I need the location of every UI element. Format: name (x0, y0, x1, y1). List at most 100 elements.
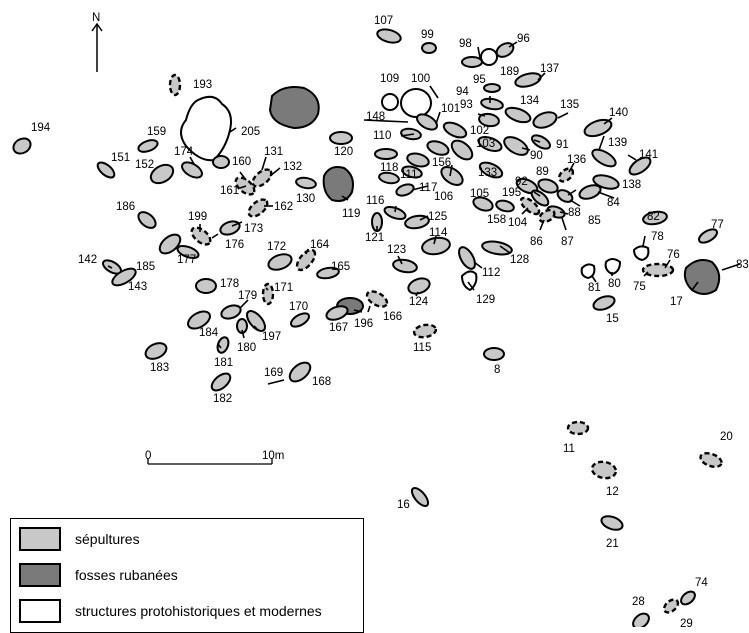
feature-label: 167 (329, 322, 348, 334)
feature-label: 159 (147, 126, 166, 138)
structure-98 (480, 48, 498, 66)
pit-large (268, 86, 320, 130)
feature-label: 176 (225, 239, 244, 251)
structure-100 (400, 88, 432, 118)
feature-label: 174 (174, 146, 194, 158)
feature-label: 74 (695, 577, 708, 589)
feature-label: 104 (508, 217, 528, 229)
scale-bar: 0 10m (145, 450, 284, 465)
feature-label: 194 (31, 122, 51, 134)
structure-78 (632, 245, 650, 262)
feature-label: 131 (264, 146, 283, 158)
structure-109 (381, 93, 399, 111)
feature-label: 88 (568, 207, 581, 219)
feature-label: 181 (214, 357, 233, 369)
north-label: N (92, 12, 100, 24)
feature-label: 170 (289, 301, 308, 313)
pit-17 (683, 259, 721, 295)
feature-label: 197 (262, 331, 281, 343)
legend-item-modern: structures protohistoriques et modernes (19, 599, 359, 625)
feature-label: 28 (632, 596, 645, 608)
pits (268, 86, 721, 315)
feature-label: 186 (116, 201, 135, 213)
feature-label: 152 (135, 159, 154, 171)
feature-label: 120 (334, 146, 353, 158)
feature-label: 138 (622, 179, 641, 191)
feature-label: 94 (456, 86, 469, 98)
feature-label: 178 (220, 278, 239, 290)
feature-label: 83 (736, 259, 749, 271)
feature-label: 130 (296, 193, 315, 205)
feature-label: 134 (520, 95, 540, 107)
feature-label: 185 (136, 261, 155, 273)
feature-label: 164 (310, 239, 330, 251)
feature-label: 115 (413, 342, 431, 354)
feature-label: 99 (421, 29, 434, 41)
leader-lines (107, 41, 741, 385)
north-arrow: N (91, 12, 103, 72)
feature-label: 105 (470, 188, 489, 200)
feature-label: 15 (606, 313, 619, 325)
feature-label: 100 (411, 73, 430, 85)
feature-label: 182 (213, 393, 232, 405)
feature-label: 143 (128, 281, 147, 293)
feature-label: 21 (606, 538, 619, 550)
feature-label: 98 (459, 38, 472, 50)
feature-label: 125 (428, 211, 447, 223)
feature-label: 119 (342, 208, 360, 220)
feature-label: 96 (517, 33, 530, 45)
feature-label: 17 (670, 296, 683, 308)
feature-label: 117 (419, 182, 437, 194)
feature-label: 80 (608, 278, 621, 290)
feature-label: 158 (487, 214, 506, 226)
feature-label: 128 (510, 254, 529, 266)
scale-start-label: 0 (145, 450, 151, 462)
structure-129 (460, 270, 478, 292)
feature-label: 133 (478, 167, 497, 179)
feature-label: 103 (476, 138, 495, 150)
burials-dashed (168, 73, 723, 614)
legend-swatch-burials (19, 527, 61, 551)
feature-label: 124 (409, 296, 429, 308)
feature-label: 132 (283, 161, 302, 173)
feature-label: 129 (476, 294, 495, 306)
feature-label: 81 (588, 282, 601, 294)
feature-label: 151 (111, 152, 130, 164)
feature-label: 82 (647, 211, 660, 223)
feature-label: 168 (312, 376, 331, 388)
feature-label: 85 (588, 215, 601, 227)
feature-label: 189 (500, 66, 519, 78)
feature-label: 116 (366, 195, 384, 207)
legend-label-burials: sépultures (75, 531, 140, 547)
feature-label: 86 (530, 236, 543, 248)
feature-label: 160 (232, 156, 251, 168)
feature-label: 112 (482, 267, 500, 279)
feature-label: 91 (556, 139, 569, 151)
legend-swatch-modern (19, 599, 61, 623)
feature-label: 106 (434, 191, 453, 203)
feature-label: 161 (220, 185, 239, 197)
feature-label: 165 (331, 261, 350, 273)
feature-label: 162 (274, 201, 293, 213)
feature-label: 180 (237, 342, 256, 354)
feature-label: 84 (607, 197, 620, 209)
feature-label: 193 (193, 79, 212, 91)
feature-label: 173 (244, 223, 263, 235)
feature-label: 95 (473, 74, 486, 86)
feature-label: 16 (397, 499, 410, 511)
feature-label: 199 (188, 211, 207, 223)
feature-label: 90 (530, 150, 543, 162)
feature-label: 148 (366, 111, 385, 123)
feature-label: 75 (633, 281, 646, 293)
legend-swatch-pits (19, 563, 61, 587)
feature-label: 195 (502, 187, 521, 199)
feature-label: 140 (609, 107, 628, 119)
scale-end-label: 10m (262, 450, 284, 462)
legend: sépultures fosses rubanées structures pr… (10, 518, 364, 633)
feature-label: 92 (515, 176, 528, 188)
feature-label: 12 (606, 486, 619, 498)
structure-80 (604, 258, 622, 276)
feature-label: 11 (563, 443, 575, 455)
feature-label: 114 (429, 227, 448, 239)
feature-label: 109 (380, 73, 399, 85)
